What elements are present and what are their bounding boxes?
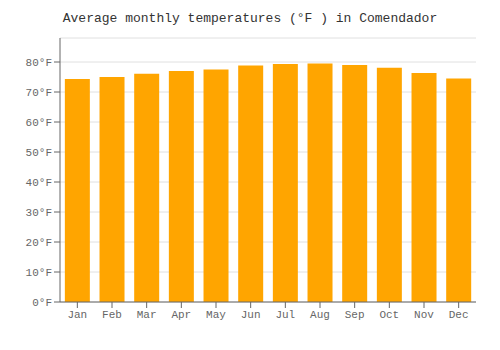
svg-text:Sep: Sep: [345, 309, 365, 321]
svg-text:60°F: 60°F: [26, 117, 52, 129]
html-text:Average monthly temperatures (: Average monthly temperatures (°F ) in Co…: [62, 11, 438, 26]
svg-text:10°F: 10°F: [26, 267, 52, 279]
svg-text:Aug: Aug: [310, 309, 330, 321]
svg-text:Jun: Jun: [241, 309, 261, 321]
svg-text:May: May: [206, 309, 226, 321]
svg-text:30°F: 30°F: [26, 207, 52, 219]
svg-text:20°F: 20°F: [26, 237, 52, 249]
svg-text:Oct: Oct: [379, 309, 399, 321]
svg-text:Apr: Apr: [171, 309, 191, 321]
svg-text:Jul: Jul: [275, 309, 295, 321]
svg-text:0°F: 0°F: [32, 297, 52, 309]
svg-text:Dec: Dec: [449, 309, 469, 321]
svg-text:Feb: Feb: [102, 309, 122, 321]
svg-text:Jan: Jan: [67, 309, 87, 321]
svg-text:Mar: Mar: [137, 309, 157, 321]
svg-text:70°F: 70°F: [26, 87, 52, 99]
svg-text:80°F: 80°F: [26, 57, 52, 69]
svg-text:40°F: 40°F: [26, 177, 52, 189]
svg-text:Nov: Nov: [414, 309, 434, 321]
svg-text:50°F: 50°F: [26, 147, 52, 159]
